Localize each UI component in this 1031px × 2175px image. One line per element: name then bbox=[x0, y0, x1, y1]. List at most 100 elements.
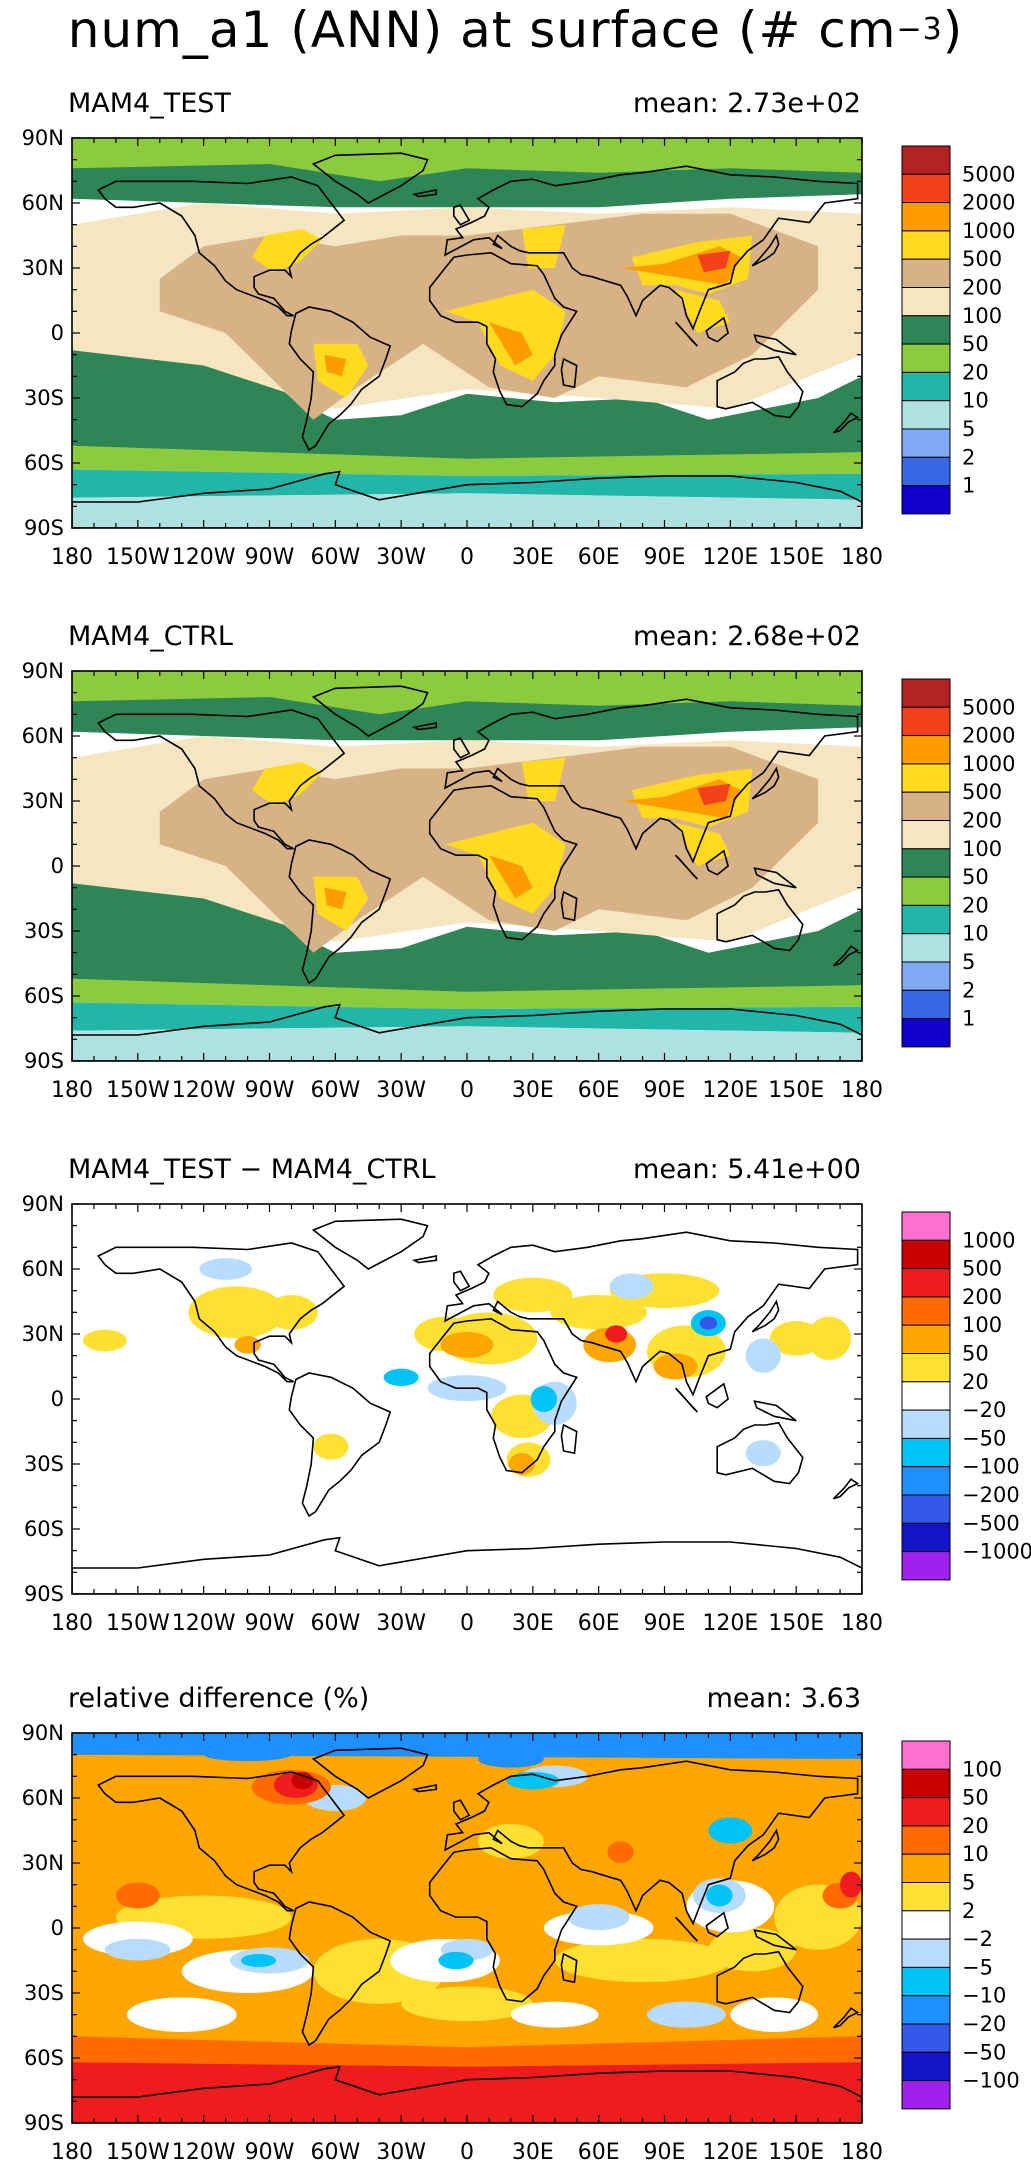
lon-tick-label: 150W bbox=[106, 545, 170, 570]
lat-tick-label: 30S bbox=[24, 1452, 64, 1476]
coastline bbox=[716, 888, 804, 952]
contour-blob bbox=[745, 1338, 781, 1373]
colorbar-swatch bbox=[901, 1966, 951, 1997]
lat-tick-label: 0 bbox=[51, 854, 64, 878]
contour-blob bbox=[550, 1295, 647, 1330]
coastline bbox=[97, 1242, 346, 1383]
contour-field bbox=[72, 671, 862, 1061]
lat-tick-label: 90N bbox=[22, 1723, 64, 1745]
coastline bbox=[452, 737, 471, 759]
lat-tick-label: 30S bbox=[24, 919, 64, 943]
contour-blob bbox=[493, 1277, 573, 1313]
lon-tick-label: 30W bbox=[376, 2140, 426, 2165]
lon-tick-label: 120W bbox=[172, 1078, 236, 1103]
colorbar-swatch bbox=[901, 1239, 951, 1270]
panel-title: MAM4_TEST bbox=[68, 88, 231, 119]
colorbar: 5000 2000 1000 500 200 100 50 20 10 5 2 1 bbox=[901, 678, 1015, 1048]
lon-tick-label: 150E bbox=[768, 2140, 824, 2165]
lon-tick-label: 90W bbox=[245, 2140, 295, 2165]
colorbar-label: 20 bbox=[962, 893, 989, 917]
lat-tick-label: 30S bbox=[24, 386, 64, 410]
lon-tick-label: 0 bbox=[460, 1078, 474, 1103]
contour-blob bbox=[605, 1325, 628, 1343]
contour-band bbox=[697, 783, 731, 806]
colorbar-label: 5000 bbox=[962, 162, 1015, 186]
coastline bbox=[832, 2007, 860, 2029]
lat-tick-label: 90N bbox=[22, 128, 64, 150]
colorbar-label: 2 bbox=[962, 978, 975, 1002]
lon-tick-label: 30W bbox=[376, 1078, 426, 1103]
colorbar-label: 5 bbox=[962, 1871, 975, 1895]
lon-tick-label: 60W bbox=[310, 1611, 360, 1636]
contour-blob bbox=[188, 1286, 285, 1339]
colorbar-label: 500 bbox=[962, 780, 1002, 804]
coastline bbox=[97, 1771, 346, 1912]
panel-mam4-ctrl: MAM4_CTRL mean: 2.68e+02 90N 60N 30N 0 30S 60… bbox=[0, 621, 1031, 1131]
colorbar-swatch bbox=[901, 735, 951, 765]
colorbar-label: 50 bbox=[962, 865, 989, 889]
lat-tick-label: 60N bbox=[22, 1786, 64, 1810]
colorbar-swatch bbox=[901, 1522, 951, 1553]
lon-tick-label: 30W bbox=[376, 1611, 426, 1636]
lon-tick-label: 150W bbox=[106, 1078, 170, 1103]
coastline bbox=[428, 784, 578, 941]
colorbar-swatch bbox=[901, 1853, 951, 1883]
contour-blob bbox=[126, 1997, 237, 2032]
coastline bbox=[452, 204, 471, 226]
coastline bbox=[560, 890, 578, 922]
lon-tick-label: 60W bbox=[310, 2140, 360, 2165]
lon-tick-label: 150W bbox=[106, 2140, 170, 2165]
colorbar-swatch bbox=[901, 904, 951, 935]
panel-difference: MAM4_TEST − MAM4_CTRL mean: 5.41e+00 90N… bbox=[0, 1154, 1031, 1664]
contour-blob bbox=[708, 1817, 753, 1844]
lat-tick-label: 60S bbox=[24, 451, 64, 475]
colorbar-swatch bbox=[901, 1466, 951, 1496]
lat-tick-label: 60S bbox=[24, 2046, 64, 2070]
colorbar-swatch bbox=[901, 1353, 951, 1383]
colorbar-swatch bbox=[901, 1938, 951, 1968]
colorbar-swatch bbox=[901, 1768, 951, 1799]
coastline bbox=[674, 854, 698, 880]
lat-tick-label: 90S bbox=[24, 2111, 64, 2135]
contour-blob bbox=[506, 1772, 560, 1790]
panel-mam4-test: MAM4_TEST mean: 2.73e+02 90N 60N 30N 0 30S 60… bbox=[0, 88, 1031, 598]
colorbar-swatch bbox=[901, 848, 951, 878]
contour-blob bbox=[510, 2001, 599, 2028]
lon-tick-label: 60E bbox=[578, 1611, 620, 1636]
colorbar-label: 1000 bbox=[962, 752, 1015, 776]
colorbar-swatch bbox=[901, 1740, 951, 1770]
panel-mean: mean: 2.73e+02 bbox=[633, 88, 861, 119]
contour-blob bbox=[82, 1329, 127, 1352]
colorbar-label: −100 bbox=[962, 2069, 1020, 2093]
map-plot: 90N 60N 30N 0 30S 60S 90S 180 150W 120W 90W 60W 30W 0… bbox=[22, 1194, 1031, 1636]
colorbar-label: −50 bbox=[962, 2040, 1006, 2064]
coastline bbox=[311, 685, 429, 737]
coastline bbox=[444, 165, 859, 331]
panel-relative-difference: relative difference (%) mean: 3.63 90N 60… bbox=[0, 1683, 1031, 2175]
coastline bbox=[716, 1421, 804, 1485]
colorbar-swatch bbox=[901, 989, 951, 1020]
contour-blob bbox=[730, 1997, 819, 2032]
colorbar-swatch bbox=[901, 1381, 951, 1411]
coastline bbox=[705, 1382, 730, 1409]
panel-mean: mean: 3.63 bbox=[706, 1683, 861, 1714]
lat-tick-label: 0 bbox=[51, 1916, 64, 1940]
colorbar-swatch bbox=[901, 456, 951, 487]
colorbar-label: 50 bbox=[962, 1786, 989, 1810]
colorbar-label: −500 bbox=[962, 1511, 1020, 1535]
colorbar-swatch bbox=[901, 791, 951, 821]
lat-tick-label: 0 bbox=[51, 321, 64, 345]
colorbar-swatch bbox=[901, 287, 951, 317]
lon-tick-label: 120E bbox=[702, 1078, 758, 1103]
contour-blob bbox=[699, 1316, 718, 1330]
contour-blob bbox=[240, 1954, 277, 1967]
colorbar-label: −100 bbox=[962, 1455, 1020, 1479]
contour-blob bbox=[199, 1258, 252, 1280]
coastline bbox=[72, 1003, 862, 1061]
lon-tick-label: 30W bbox=[376, 545, 426, 570]
contour-band bbox=[521, 224, 566, 268]
colorbar-label: −200 bbox=[962, 1483, 1020, 1507]
colorbar-label: 10 bbox=[962, 389, 989, 413]
coastline bbox=[753, 1929, 797, 1951]
contour-field bbox=[72, 138, 862, 528]
